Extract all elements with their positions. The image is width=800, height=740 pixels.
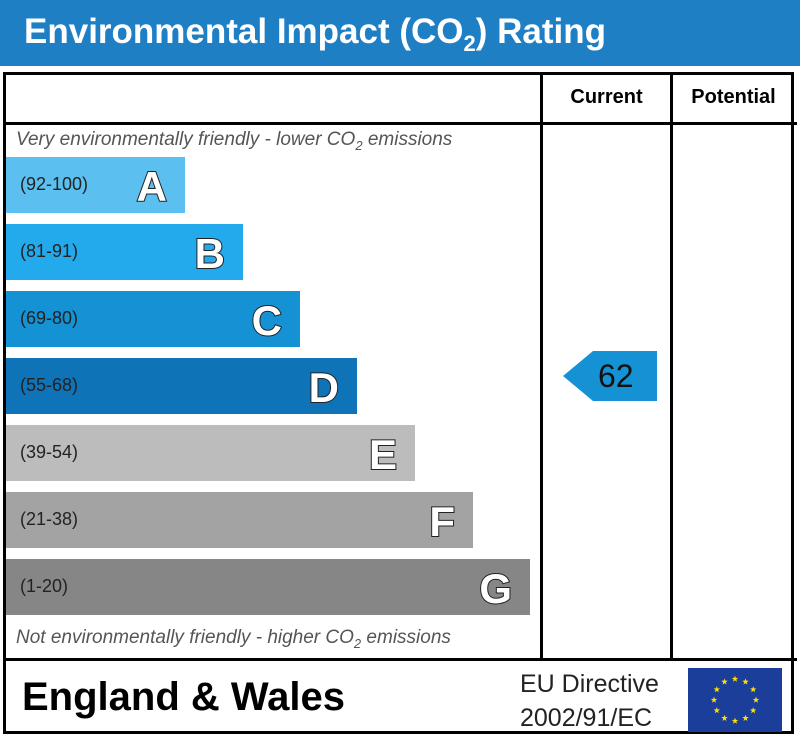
eu-star-icon [742,714,749,721]
potential-column-header: Potential [691,86,776,108]
band-range-label: (69-80) [20,308,79,328]
footer-divider [3,658,797,661]
eu-star-icon [752,696,760,703]
eu-star-icon [731,675,739,682]
rating-band-b: (81-91) B [6,224,243,280]
rating-band-e: (39-54) E [6,425,415,481]
current-column-header: Current [570,86,643,108]
header-divider [3,122,797,125]
band-range-label: (21-38) [20,509,79,529]
band-range-label: (81-91) [20,241,79,261]
band-letter-label: B [194,229,226,278]
rating-band-a: (92-100) A [6,157,185,213]
rating-band-c: (69-80) C [6,291,300,347]
top-note: Very environmentally friendly - lower CO… [16,129,453,153]
bottom-note: Not environmentally friendly - higher CO… [16,627,451,651]
band-range-label: (55-68) [20,375,79,395]
title-bar: Environmental Impact (CO2) Rating [0,0,800,66]
eu-star-icon [721,714,728,721]
directive-line-1: EU Directive [520,670,659,698]
band-range-label: (39-54) [20,442,79,462]
eu-star-icon [721,678,728,685]
band-letter-label: G [478,564,513,613]
current-rating-arrow [563,351,657,401]
eu-star-icon [731,717,739,724]
page-title: Environmental Impact (CO2) Rating [24,12,607,56]
eu-star-icon [710,696,718,703]
eu-star-icon [742,678,749,685]
column-divider-potential [670,72,673,661]
band-range-label: (1-20) [20,576,69,596]
rating-band-f: (21-38) F [6,492,473,548]
eu-star-icon [749,686,757,693]
rating-frame [3,72,794,734]
current-rating-value: 62 [598,358,634,394]
band-letter-label: F [428,497,456,546]
directive-line-2: 2002/91/EC [520,704,653,732]
eu-star-icon [749,707,757,714]
eu-star-icon [713,707,721,714]
rating-band-d: (55-68) D [6,358,357,414]
band-letter-label: E [368,430,398,479]
rating-band-g: (1-20) G [6,559,530,615]
column-divider-current [540,72,543,661]
band-letter-label: A [136,162,168,211]
band-range-label: (92-100) [20,174,89,194]
eu-star-icon [713,686,721,693]
region-label: England & Wales [22,675,346,719]
band-letter-label: D [308,363,340,412]
eu-flag-icon [688,668,782,732]
band-letter-label: C [251,296,283,345]
